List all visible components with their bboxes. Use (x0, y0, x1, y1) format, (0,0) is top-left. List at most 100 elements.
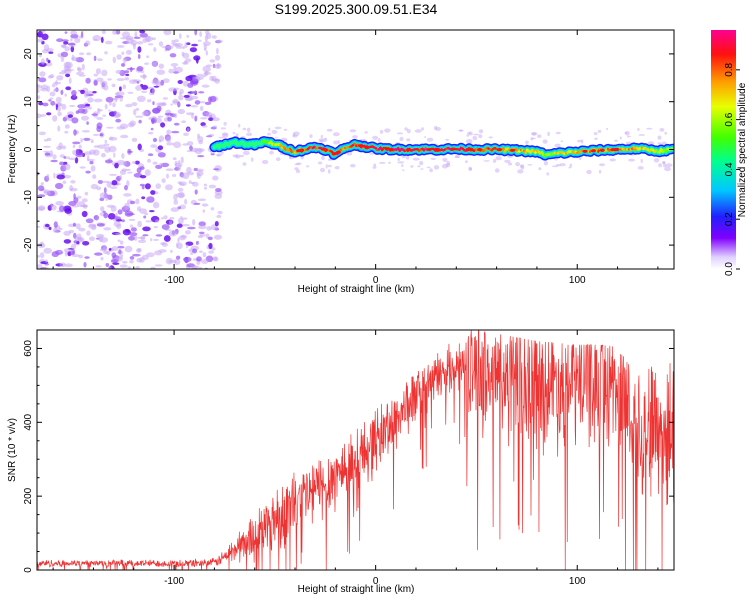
spectrogram-noise-cell (131, 161, 137, 164)
spectrogram-noise-cell (139, 32, 148, 38)
spectrogram-noise-cell (137, 236, 146, 239)
spectrogram-track-peak (426, 147, 432, 152)
spectrogram-noise-cell (125, 73, 130, 77)
spectrogram-noise-cell (45, 259, 48, 263)
spectrogram-noise-cell (97, 58, 103, 62)
spectrogram-noise-cell (190, 245, 200, 251)
spectrogram-noise-cell (152, 201, 160, 209)
spectrogram-noise-cell (136, 66, 144, 72)
spectrogram-halo-cell (402, 169, 405, 171)
spectrogram-noise-cell (157, 152, 166, 158)
spectrogram-noise-cell (177, 187, 184, 192)
spectrogram-noise-cell (199, 31, 203, 37)
spectrogram-noise-cell (159, 162, 163, 167)
spectrogram-halo-cell (430, 157, 436, 160)
spectrogram-noise-cell (147, 99, 152, 103)
spectrogram-noise-cell (52, 227, 58, 233)
spectrogram-halo-cell (242, 127, 247, 131)
spectrogram-noise-cell (109, 101, 112, 106)
spectrogram-noise-cell (58, 250, 63, 253)
spectrogram-halo-cell (593, 132, 598, 136)
spectrogram-halo-cell (657, 135, 662, 140)
spectrogram-noise-cell (135, 266, 140, 269)
spectrogram-noise-cell (83, 91, 89, 98)
spectrogram-noise-cell (172, 98, 179, 105)
spectrogram-noise-cell (158, 41, 164, 47)
spectrogram-noise-cell (181, 223, 190, 227)
spectrogram-noise-cell (202, 125, 208, 128)
spectrogram-noise-cell (145, 220, 153, 223)
spectrogram-noise-cell (77, 104, 86, 109)
spectrogram-noise-cell (155, 117, 162, 124)
spectrogram-noise-cell (103, 250, 109, 255)
spectrogram-noise-cell (181, 120, 187, 123)
spectrogram-noise-cell (116, 159, 125, 166)
spectrogram-noise-cell (163, 235, 171, 242)
spectrogram-noise-cell (170, 249, 173, 253)
spectrogram-halo-cell (599, 163, 605, 167)
spectrogram-noise-cell (211, 224, 217, 231)
spectrogram-halo-cell (569, 163, 572, 168)
spectrogram-noise-cell (166, 129, 172, 135)
spectrogram-noise-cell (136, 95, 146, 103)
spectrogram-noise-cell (40, 182, 44, 186)
spectrogram-noise-cell (97, 107, 101, 114)
spectrogram-noise-cell (150, 238, 153, 242)
spectrogram-noise-cell (103, 212, 109, 219)
spectrogram-noise-cell (43, 247, 52, 254)
spectrogram-noise-cell (201, 259, 209, 264)
spectrogram-halo-cell (546, 172, 549, 176)
spectrogram-noise-cell (54, 102, 62, 107)
spectrogram-noise-cell (186, 149, 194, 153)
spectrogram-noise-cell (72, 141, 81, 145)
spectrogram-noise-cell (96, 223, 105, 227)
spectrogram-noise-cell (171, 130, 180, 134)
spectrogram-halo-cell (269, 150, 274, 155)
spectrogram-noise-cell (103, 187, 107, 194)
spectrogram-noise-cell (100, 247, 108, 252)
spectrogram-noise-cell (179, 92, 182, 96)
spectrogram-noise-cell (41, 30, 46, 33)
spectrogram-noise-cell (121, 153, 125, 159)
spectrogram-noise-cell (139, 208, 148, 214)
spectrogram-noise-cell (152, 61, 158, 67)
spectrogram-noise-cell (150, 266, 156, 269)
spectrogram-noise-cell (211, 247, 216, 251)
spectrogram-noise-cell (174, 39, 179, 43)
spectrogram-noise-cell (114, 216, 121, 221)
spectrogram-noise-cell (150, 144, 158, 148)
spectrogram-noise-cell (190, 252, 194, 256)
spectrogram-noise-cell (61, 145, 67, 150)
spectrogram-noise-cell (119, 174, 123, 181)
spectrogram-noise-cell (165, 184, 173, 191)
spectrogram-noise-cell (161, 242, 168, 248)
spectrogram-noise-cell (61, 44, 67, 49)
spectrogram-noise-cell (70, 180, 76, 184)
spectrogram-track-peak (591, 149, 596, 153)
spectrogram-halo-cell (319, 139, 324, 143)
spectrogram-noise-cell (104, 139, 108, 144)
spectrogram-noise-cell (142, 226, 151, 232)
spectrogram-noise-cell (187, 127, 190, 132)
spectrogram-noise-cell (52, 115, 58, 122)
spectrogram-noise-cell (208, 250, 214, 254)
spectrogram-halo-cell (466, 132, 471, 135)
spectrogram-y-tick-label: 0 (23, 146, 34, 152)
spectrogram-halo-cell (372, 135, 379, 140)
spectrogram-noise-cell (150, 190, 156, 195)
spectrogram-noise-cell (196, 256, 202, 262)
spectrogram-noise-cell (96, 186, 102, 191)
spectrogram-noise-cell (153, 47, 157, 52)
spectrogram-noise-cell (152, 238, 160, 241)
spectrogram-noise-cell (91, 113, 98, 116)
spectrogram-noise-cell (161, 217, 164, 220)
spectrogram-noise-cell (65, 86, 71, 91)
spectrogram-noise-cell (92, 35, 102, 42)
spectrogram-noise-cell (176, 223, 183, 228)
spectrogram-noise-cell (214, 78, 220, 84)
spectrogram-noise-cell (70, 45, 75, 53)
spectrogram-noise-cell (68, 157, 76, 161)
spectrogram-halo-cell (396, 132, 404, 135)
spectrogram-noise-cell (112, 56, 117, 64)
